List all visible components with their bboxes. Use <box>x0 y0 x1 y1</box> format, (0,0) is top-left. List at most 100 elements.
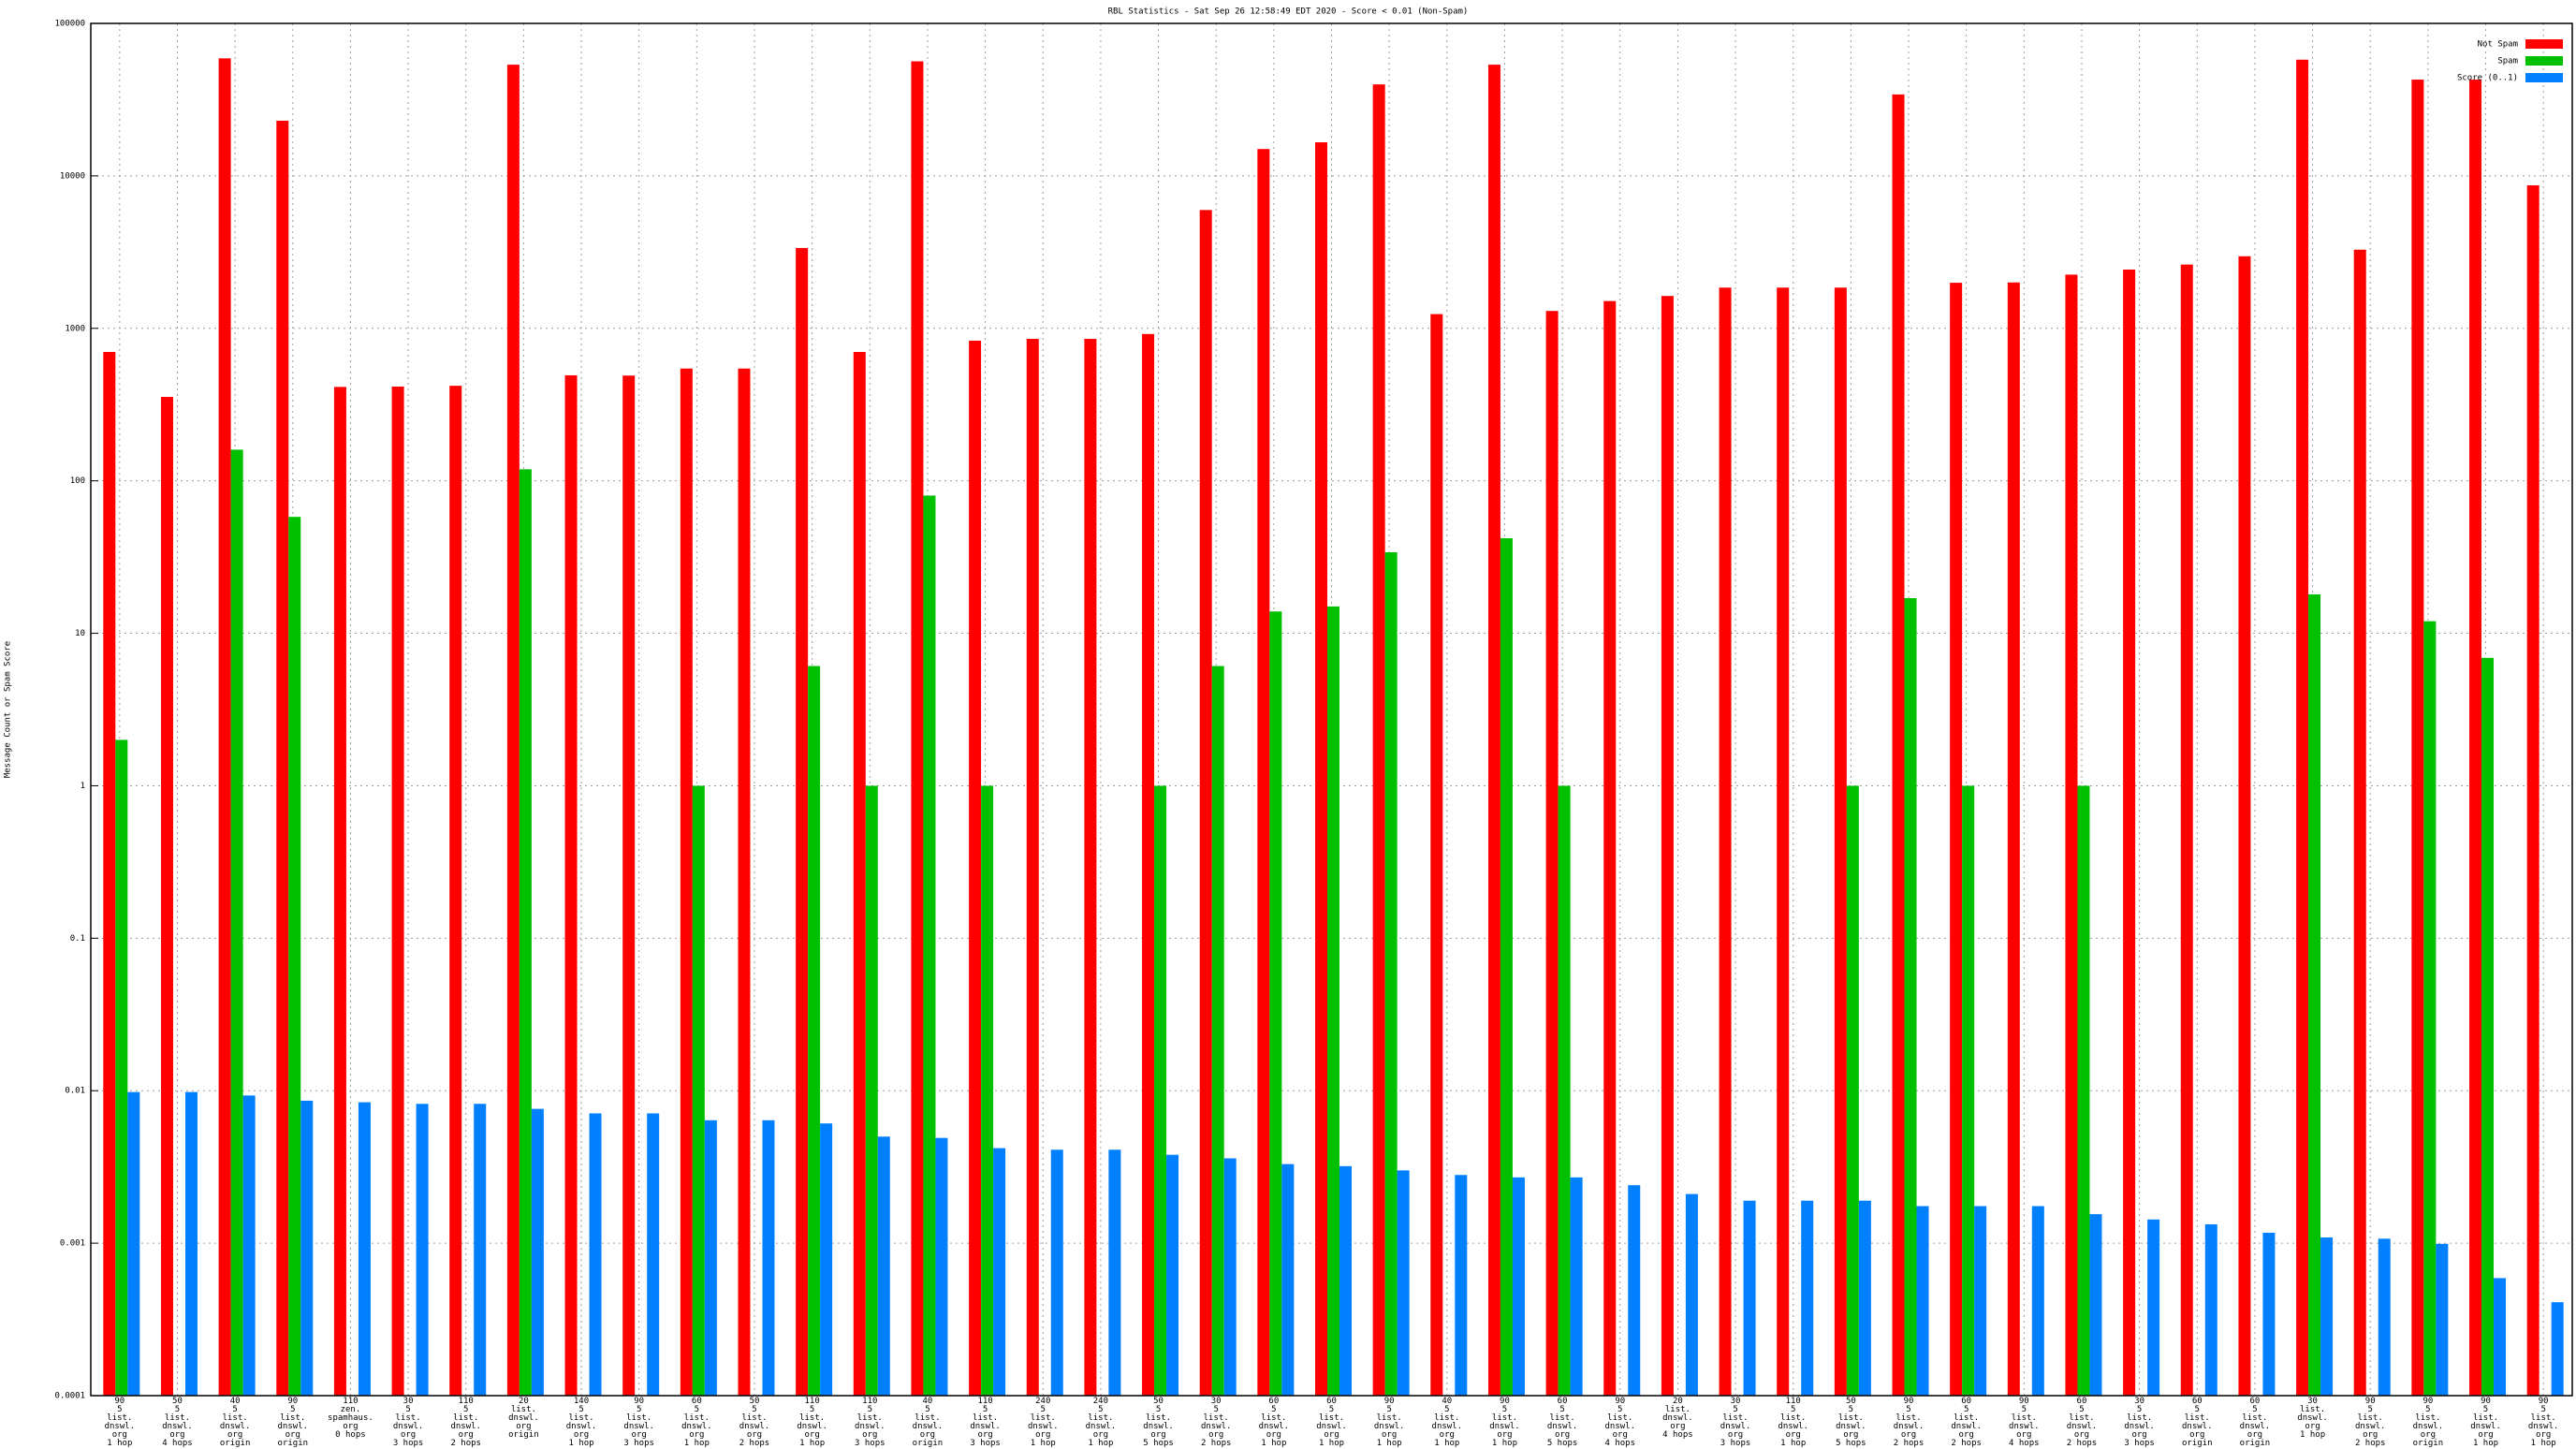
x-tick-label-line: org <box>805 1430 820 1440</box>
bar <box>2526 184 2539 1397</box>
bar <box>2423 621 2437 1396</box>
x-tick-label-line: 20 <box>519 1397 529 1406</box>
x-tick-label-line: 3 hops <box>623 1439 654 1448</box>
bar <box>288 517 301 1396</box>
x-tick-label-line: list. <box>915 1413 940 1423</box>
x-tick-label-line: origin <box>913 1439 944 1448</box>
y-tick-label: 100000 <box>54 20 85 29</box>
bar <box>969 340 982 1397</box>
x-tick-label-line: org <box>1959 1430 1974 1440</box>
x-tick-label: 40 5 list. dnswl. org origin <box>913 1397 944 1448</box>
x-tick-label-line: org <box>1555 1430 1570 1440</box>
x-tick-label-line: 90 <box>1384 1397 1395 1406</box>
bar <box>2411 80 2424 1397</box>
bar <box>2238 256 2251 1396</box>
x-tick-label-line: dnswl. <box>1432 1422 1463 1431</box>
x-tick-label-line: 3 hops <box>1720 1439 1751 1448</box>
x-tick-label-line: origin <box>278 1439 309 1448</box>
x-tick-label-line: dnswl. <box>2355 1422 2386 1431</box>
bar <box>1084 339 1097 1397</box>
y-tick-label: 1 <box>80 782 85 791</box>
x-tick-label-line: org <box>1843 1430 1858 1440</box>
y-tick-label: 0.01 <box>65 1087 85 1096</box>
x-tick-label-line: 140 <box>574 1397 589 1406</box>
x-tick-label: 90 5 list. dnswl. org origin <box>2413 1397 2444 1448</box>
bar <box>2077 785 2090 1396</box>
bar <box>1846 785 1859 1396</box>
bar <box>1327 606 1339 1396</box>
x-tick-label-line: list. <box>2300 1405 2325 1414</box>
bar <box>1603 300 1617 1397</box>
bar <box>2353 249 2366 1396</box>
x-tick-label-line: org <box>1093 1430 1108 1440</box>
x-tick-label-line: list. <box>799 1413 825 1423</box>
x-tick-label: 90 5 list. dnswl. org 2 hops <box>2355 1397 2386 1448</box>
x-tick-label-line: org <box>1786 1430 1801 1440</box>
x-tick-label: 90 5 list. dnswl. org 1 hop <box>1374 1397 1405 1448</box>
x-tick-label: 110 5 list. dnswl. org 3 hops <box>970 1397 1001 1448</box>
x-tick-label-line: list. <box>1146 1413 1171 1423</box>
x-tick-label: 50 5 list. dnswl. org 5 hops <box>1836 1397 1866 1448</box>
x-tick-label-line: 5 <box>175 1405 180 1414</box>
bar <box>1154 785 1167 1396</box>
x-tick-label-line: 5 <box>405 1405 410 1414</box>
bar <box>160 397 173 1397</box>
bar <box>242 1095 256 1396</box>
x-tick-label-line: 50 <box>1153 1397 1164 1406</box>
x-tick-label-line: dnswl. <box>508 1413 539 1423</box>
bar <box>1384 551 1398 1396</box>
x-tick-label-line: 60 <box>2077 1397 2087 1406</box>
x-tick-label-line: 110 <box>343 1397 358 1406</box>
x-tick-label-line: org <box>169 1430 184 1440</box>
x-tick-label-line: 90 <box>2422 1397 2433 1406</box>
bar <box>1743 1200 1756 1396</box>
x-tick-label: 60 5 list. dnswl. org 5 hops <box>1547 1397 1578 1448</box>
x-tick-label: 30 list. dnswl. org 1 hop <box>2297 1397 2328 1440</box>
x-tick-label-line: 60 <box>1268 1397 1279 1406</box>
x-tick-label-line: dnswl. <box>739 1422 770 1431</box>
x-tick-label-line: 5 <box>925 1405 929 1414</box>
x-tick-label-line: list. <box>2185 1413 2210 1423</box>
bar <box>1777 287 1790 1396</box>
x-tick-label-line: 5 <box>2022 1405 2027 1414</box>
bar <box>1339 1165 1352 1396</box>
x-tick-label-line: 1 hop <box>1088 1439 1113 1448</box>
bar <box>796 247 809 1397</box>
x-tick-label-line: org <box>574 1430 589 1440</box>
x-tick-label-line: 5 <box>2137 1405 2142 1414</box>
x-tick-label-line: list. <box>684 1413 710 1423</box>
x-tick-label-line: org <box>2478 1430 2493 1440</box>
bar <box>531 1108 544 1396</box>
x-tick-label-line: list. <box>280 1413 305 1423</box>
bar <box>2007 282 2020 1396</box>
x-tick-label: 90 5 list. dnswl. org 1 hop <box>2470 1397 2501 1448</box>
bar <box>115 739 128 1396</box>
x-tick-label-line: dnswl. <box>2297 1413 2328 1423</box>
x-tick-label-line: org <box>862 1430 877 1440</box>
x-tick-label: 30 5 list. dnswl. org 3 hops <box>2124 1397 2155 1448</box>
bar <box>1628 1185 1641 1396</box>
x-tick-label-line: spamhaus. <box>328 1413 373 1423</box>
bar <box>333 387 346 1397</box>
x-tick-label-line: dnswl. <box>393 1422 424 1431</box>
bar <box>1281 1164 1295 1396</box>
y-axis-label: Message Count or Spam Score <box>4 641 13 778</box>
x-tick-label-line: list. <box>1261 1413 1286 1423</box>
x-tick-label-line: org <box>2247 1430 2262 1440</box>
x-tick-label-line: org <box>401 1430 416 1440</box>
plot-frame <box>90 22 2573 1397</box>
x-tick-label-line: 90 <box>287 1397 298 1406</box>
bar <box>103 352 116 1397</box>
bar <box>184 1091 198 1396</box>
x-tick-label-line: dnswl. <box>1086 1422 1117 1431</box>
bar <box>2436 1243 2449 1396</box>
x-tick-label-line: origin <box>2413 1439 2444 1448</box>
x-tick-label-line: 5 <box>463 1405 468 1414</box>
x-tick-label-line: 5 <box>1617 1405 1622 1414</box>
x-tick-label-line: dnswl. <box>162 1422 193 1431</box>
bar <box>300 1100 314 1396</box>
x-tick-label-line: 60 <box>2249 1397 2260 1406</box>
x-tick-label-line: 4 hops <box>2009 1439 2040 1448</box>
y-tick-label: 0.001 <box>60 1239 85 1249</box>
x-tick-label-line: list. <box>2127 1413 2152 1423</box>
